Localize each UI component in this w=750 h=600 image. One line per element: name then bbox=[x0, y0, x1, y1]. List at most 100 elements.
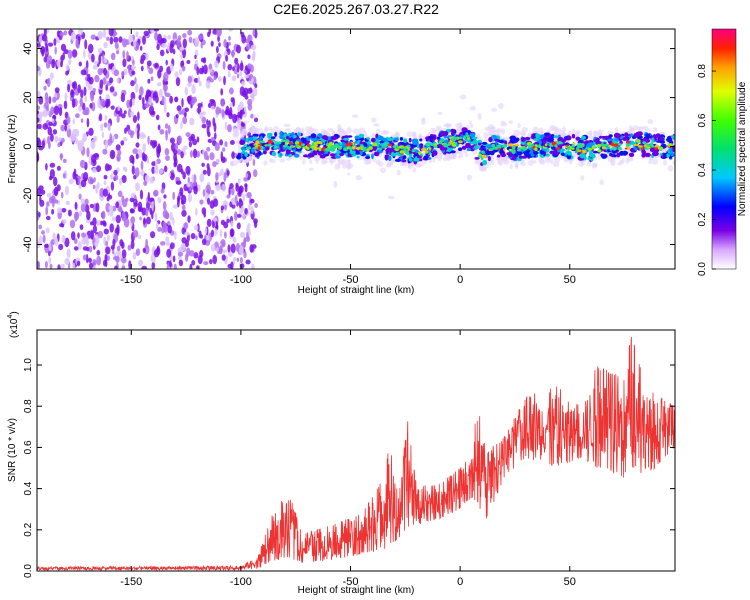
noise-blob bbox=[192, 138, 198, 146]
noise-blob bbox=[110, 105, 115, 110]
noise-blob bbox=[196, 66, 200, 76]
signal-peak bbox=[514, 144, 520, 147]
noise-blob bbox=[210, 229, 215, 238]
noise-blob bbox=[103, 228, 110, 235]
noise-blob bbox=[183, 222, 189, 230]
noise-blob bbox=[48, 96, 52, 105]
noise-blob bbox=[234, 63, 238, 69]
signal-peak bbox=[626, 143, 632, 146]
noise-blob bbox=[188, 141, 192, 148]
noise-blob bbox=[60, 191, 64, 199]
noise-blob bbox=[163, 71, 169, 82]
signal-core bbox=[334, 155, 341, 159]
noise-blob bbox=[203, 64, 208, 75]
signal-core bbox=[532, 151, 539, 155]
noise-blob bbox=[45, 227, 50, 234]
signal-halo bbox=[636, 126, 641, 131]
noise-blob bbox=[68, 178, 74, 185]
noise-blob bbox=[98, 113, 103, 122]
noise-blob bbox=[110, 173, 114, 180]
signal-halo bbox=[342, 130, 349, 135]
signal-peak bbox=[508, 143, 514, 147]
noise-blob bbox=[190, 233, 196, 240]
noise-blob bbox=[212, 217, 218, 222]
noise-blob bbox=[207, 197, 210, 205]
noise-blob bbox=[135, 248, 141, 256]
noise-blob bbox=[73, 168, 77, 177]
noise-blob bbox=[79, 159, 86, 169]
noise-blob bbox=[181, 98, 184, 108]
signal-peak bbox=[412, 148, 416, 153]
signal-halo bbox=[358, 127, 365, 133]
noise-blob bbox=[247, 63, 252, 69]
signal-halo bbox=[376, 128, 381, 136]
signal-peak bbox=[417, 151, 422, 155]
noise-blob bbox=[180, 54, 183, 59]
noise-blob bbox=[241, 205, 245, 212]
signal-core bbox=[608, 134, 613, 138]
noise-blob bbox=[130, 239, 135, 250]
signal-core bbox=[538, 140, 542, 145]
signal-core bbox=[427, 157, 432, 160]
snr-y-tick-label: 0.6 bbox=[23, 440, 34, 454]
signal-peak bbox=[576, 146, 579, 151]
noise-blob bbox=[79, 97, 83, 107]
noise-blob bbox=[195, 207, 198, 216]
signal-core bbox=[535, 133, 540, 139]
noise-blob bbox=[111, 216, 116, 222]
signal-core bbox=[465, 142, 471, 148]
snr-y-ticks: 0.0 0.2 0.4 0.6 0.8 1.0 bbox=[23, 358, 675, 578]
signal-core bbox=[307, 153, 315, 158]
noise-blob bbox=[201, 116, 207, 124]
noise-blob bbox=[187, 176, 190, 184]
signal-core bbox=[498, 140, 505, 144]
signal-core bbox=[394, 137, 399, 142]
signal-halo bbox=[571, 129, 576, 134]
noise-blob bbox=[91, 53, 95, 63]
signal-halo bbox=[302, 158, 306, 165]
signal-core bbox=[518, 155, 523, 159]
noise-blob bbox=[203, 150, 208, 161]
noise-blob bbox=[117, 105, 121, 111]
noise-blob bbox=[197, 75, 201, 83]
noise-blob bbox=[245, 38, 250, 44]
noise-blob bbox=[236, 213, 242, 218]
noise-blob bbox=[174, 142, 179, 151]
signal-halo bbox=[459, 94, 467, 100]
noise-blob bbox=[102, 29, 107, 39]
signal-core bbox=[274, 131, 278, 137]
noise-blob bbox=[213, 122, 217, 133]
signal-core bbox=[403, 138, 408, 144]
noise-blob bbox=[157, 33, 163, 44]
noise-blob bbox=[122, 50, 126, 59]
noise-blob bbox=[61, 137, 65, 143]
noise-blob bbox=[67, 49, 73, 59]
noise-blob bbox=[195, 59, 199, 65]
noise-blob bbox=[250, 205, 254, 215]
noise-blob bbox=[53, 38, 57, 46]
colorbar-tick-label: 0.8 bbox=[697, 64, 708, 78]
signal-halo bbox=[617, 162, 623, 166]
noise-blob bbox=[89, 203, 94, 209]
noise-blob bbox=[143, 217, 146, 225]
noise-blob bbox=[153, 140, 158, 148]
signal-halo bbox=[371, 117, 377, 123]
noise-blob bbox=[116, 114, 120, 123]
noise-blob bbox=[187, 82, 193, 87]
noise-blob bbox=[78, 145, 84, 152]
noise-blob bbox=[165, 212, 170, 220]
chart-title: C2E6.2025.267.03.27.R22 bbox=[273, 1, 439, 17]
noise-blob bbox=[80, 198, 85, 204]
snr-x-tick-label: -50 bbox=[343, 576, 359, 588]
signal-halo bbox=[381, 130, 387, 135]
signal-peak bbox=[329, 146, 334, 151]
noise-blob bbox=[108, 29, 114, 37]
noise-blob bbox=[161, 38, 167, 44]
signal-core bbox=[543, 132, 549, 136]
noise-blob bbox=[214, 132, 217, 140]
signal-peak bbox=[627, 146, 630, 151]
noise-blob bbox=[50, 106, 55, 115]
noise-blob bbox=[75, 113, 80, 119]
noise-blob bbox=[160, 241, 166, 246]
signal-core bbox=[545, 153, 550, 157]
